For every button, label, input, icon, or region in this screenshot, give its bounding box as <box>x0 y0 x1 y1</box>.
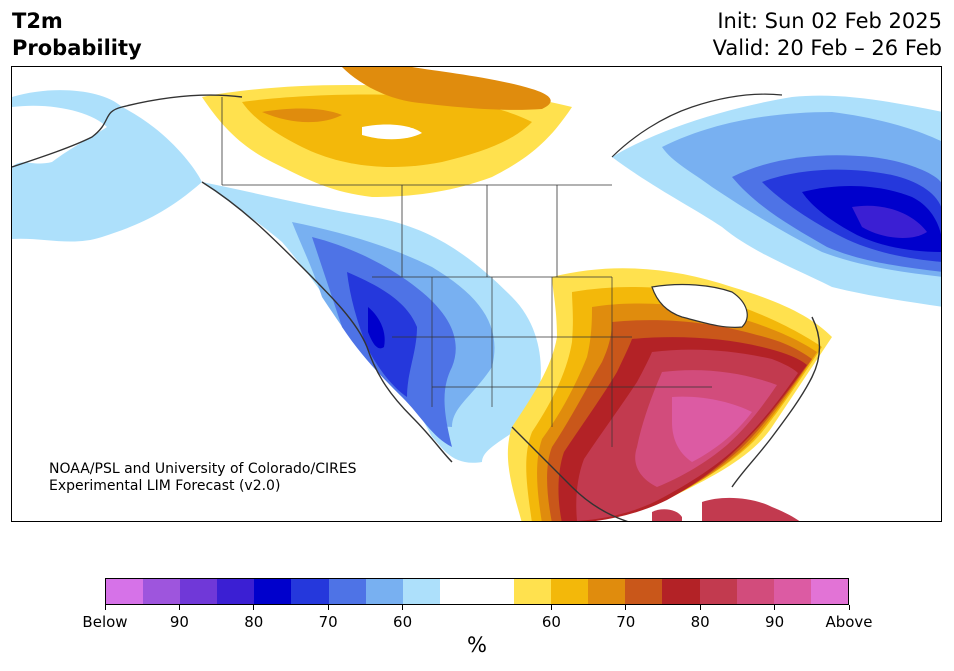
colorbar-segment <box>402 579 440 604</box>
colorbar-tick <box>774 605 776 610</box>
colorbar-segment <box>773 579 811 604</box>
colorbar-segment <box>106 579 144 604</box>
colorbar-tick-label: 80 <box>244 613 264 631</box>
colorbar-segment <box>439 579 477 604</box>
title-quantity: Probability <box>12 36 142 60</box>
colorbar-tick-label: Above <box>825 613 873 631</box>
colorbar <box>105 578 849 605</box>
shade-west-below80 <box>368 307 385 349</box>
colorbar-segment <box>217 579 255 604</box>
colorbar-segment <box>662 579 700 604</box>
colorbar-tick-label: 60 <box>393 613 413 631</box>
hudson-lakes <box>362 124 422 140</box>
shade-east-above95 <box>672 396 752 462</box>
colorbar-tick-label: 90 <box>765 613 785 631</box>
shade-alaska-neutral <box>12 105 107 167</box>
colorbar-segment <box>365 579 403 604</box>
colorbar-tick-label: 80 <box>690 613 710 631</box>
coastline-atlantic <box>731 316 821 488</box>
shade-east-below85 <box>852 205 927 239</box>
colorbar-tick <box>402 605 404 610</box>
forecast-dates: Init: Sun 02 Feb 2025 Valid: 20 Feb – 26… <box>713 8 942 62</box>
colorbar-tick <box>625 605 627 610</box>
colorbar-segment <box>143 579 181 604</box>
colorbar-tick <box>178 605 180 610</box>
shade-canada-above70b <box>262 108 342 123</box>
colorbar-tick <box>550 605 552 610</box>
valid-range: Valid: 20 Feb – 26 Feb <box>712 36 942 60</box>
colorbar-tick <box>848 605 850 610</box>
colorbar-segment <box>699 579 737 604</box>
map-title: T2m Probability <box>12 8 142 62</box>
credit-line1: NOAA/PSL and University of Colorado/CIRE… <box>49 461 357 477</box>
shade-yucatan <box>652 509 682 521</box>
colorbar-segment <box>551 579 589 604</box>
colorbar-tick-label: 60 <box>541 613 561 631</box>
colorbar-tick <box>253 605 255 610</box>
colorbar-segment <box>588 579 626 604</box>
credit-line2: Experimental LIM Forecast (v2.0) <box>49 478 281 494</box>
coastline-pacific <box>201 181 453 463</box>
colorbar-tick-label: 90 <box>169 613 189 631</box>
great-lakes <box>651 283 748 328</box>
init-date: Init: Sun 02 Feb 2025 <box>717 9 942 33</box>
colorbar-tick <box>104 605 106 610</box>
coastline-hudson <box>611 93 783 158</box>
border-us-states <box>431 277 613 447</box>
credit-text: NOAA/PSL and University of Colorado/CIRE… <box>49 461 357 495</box>
coastline-gulf <box>511 426 629 521</box>
border-provinces <box>401 185 558 277</box>
shade-canada-above70 <box>342 67 551 110</box>
colorbar-segment <box>476 579 515 604</box>
shade-caribbean <box>702 497 800 521</box>
colorbar-tick <box>699 605 701 610</box>
colorbar-segment <box>514 579 552 604</box>
colorbar-tick-label: Below <box>82 613 128 631</box>
colorbar-tick-label: 70 <box>318 613 338 631</box>
colorbar-segment <box>180 579 218 604</box>
border-us-states-h <box>392 336 712 388</box>
map-canvas <box>12 67 941 521</box>
colorbar-segment <box>328 579 366 604</box>
colorbar-unit: % <box>467 633 487 657</box>
colorbar-segment <box>254 579 292 604</box>
colorbar-segment <box>291 579 329 604</box>
forecast-map <box>11 66 942 522</box>
coastline-alaska <box>12 94 243 168</box>
title-variable: T2m <box>12 9 63 33</box>
colorbar-segment <box>736 579 774 604</box>
colorbar-tick <box>327 605 329 610</box>
colorbar-segment <box>810 579 848 604</box>
colorbar-tick-label: 70 <box>616 613 636 631</box>
colorbar-segment <box>625 579 663 604</box>
